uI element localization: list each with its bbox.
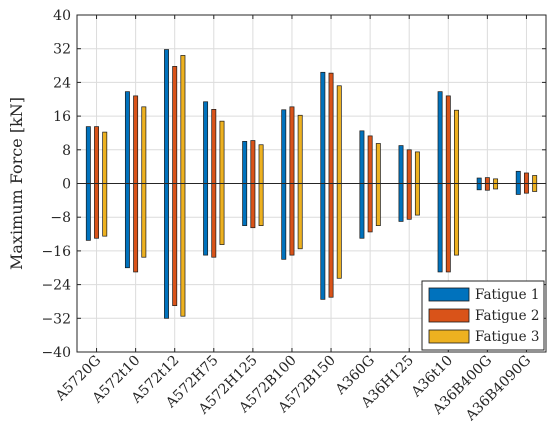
bar-negative: [180, 183, 186, 317]
legend-swatch: [428, 329, 470, 344]
y-tick-label: −8: [50, 210, 71, 226]
bar-negative: [476, 183, 482, 191]
bar-negative: [203, 183, 209, 256]
bar-negative: [359, 183, 365, 239]
y-tick-label: 24: [53, 75, 71, 91]
bar-positive: [124, 91, 130, 184]
bar-positive: [336, 85, 342, 184]
bar-negative: [164, 183, 169, 319]
bars: [85, 49, 538, 319]
bar-positive: [328, 72, 334, 184]
bar-negative: [524, 183, 529, 194]
bar-negative: [211, 183, 217, 258]
y-tick-label: 16: [53, 109, 71, 125]
legend-label: Fatigue 1: [475, 287, 539, 303]
y-tick-label: −24: [41, 278, 71, 294]
bar-negative: [85, 183, 91, 241]
bar-negative: [94, 183, 99, 239]
bar-positive: [94, 126, 99, 184]
bar-negative: [172, 183, 178, 307]
bar-positive: [133, 95, 139, 184]
bar-negative: [297, 183, 303, 250]
bar-positive: [281, 109, 287, 184]
bar-negative: [437, 183, 443, 273]
bar-negative: [219, 183, 225, 245]
bar-negative: [445, 183, 451, 273]
bar-negative: [258, 183, 264, 226]
bar-negative: [336, 183, 342, 279]
bar-negative: [141, 183, 147, 258]
bar-negative: [398, 183, 404, 222]
y-tick-label: −40: [41, 345, 71, 361]
bar-positive: [180, 55, 186, 184]
bar-positive: [406, 149, 412, 184]
bar-positive: [454, 109, 459, 184]
y-axis-ticks: −40 −32 −24 −16 −8 0 8 16 24 32 40: [41, 8, 546, 361]
bar-positive: [437, 91, 443, 184]
y-tick-label: 0: [62, 177, 71, 193]
legend: Fatigue 1 Fatigue 2 Fatigue 3: [421, 280, 545, 351]
bar-positive: [524, 172, 529, 184]
bar-positive: [250, 140, 256, 184]
bar-negative: [250, 183, 256, 229]
legend-swatch: [428, 308, 470, 323]
bar-positive: [515, 170, 521, 184]
y-tick-label: −32: [41, 311, 71, 327]
y-tick-label: 40: [53, 8, 71, 24]
y-tick-label: 8: [62, 143, 71, 159]
bar-negative: [515, 183, 521, 195]
bar-positive: [219, 120, 225, 184]
bar-negative: [328, 183, 334, 298]
bar-negative: [493, 183, 499, 190]
bar-positive: [211, 109, 217, 184]
bar-negative: [367, 183, 373, 233]
bar-negative: [102, 183, 108, 237]
bar-negative: [406, 183, 412, 220]
bar-positive: [258, 144, 264, 184]
bar-negative: [454, 183, 459, 256]
bar-positive: [297, 114, 303, 184]
y-axis-title: Maximum Force [kN]: [7, 97, 26, 270]
legend-label: Fatigue 2: [475, 308, 539, 324]
bar-negative: [414, 183, 420, 216]
bar-positive: [102, 131, 108, 184]
y-tick-label: −16: [41, 244, 71, 260]
bar-positive: [493, 178, 499, 184]
bar-positive: [414, 151, 420, 184]
bar-negative: [281, 183, 287, 260]
bar-positive: [164, 49, 169, 184]
bar-negative: [484, 183, 490, 191]
bar-positive: [367, 135, 373, 184]
bar-negative: [320, 183, 326, 300]
bar-positive: [398, 145, 404, 184]
bar-positive: [320, 71, 326, 184]
bar-positive: [375, 143, 381, 184]
bar-positive: [532, 175, 538, 184]
bar-positive: [476, 177, 482, 184]
bar-negative: [532, 183, 538, 192]
bar-negative: [133, 183, 139, 273]
bar-negative: [242, 183, 248, 226]
bar-positive: [141, 106, 147, 184]
bar-positive: [203, 101, 209, 184]
bar-negative: [289, 183, 295, 256]
bar-positive: [484, 177, 490, 184]
legend-label: Fatigue 3: [475, 329, 539, 345]
bar-positive: [445, 95, 451, 184]
legend-swatch: [428, 287, 470, 302]
bar-positive: [359, 130, 365, 184]
bar-positive: [85, 126, 91, 184]
y-tick-label: 32: [53, 42, 71, 58]
bar-negative: [124, 183, 130, 269]
bar-positive: [242, 141, 248, 184]
bar-negative: [375, 183, 381, 226]
bar-positive: [172, 66, 178, 184]
bar-positive: [289, 106, 295, 184]
